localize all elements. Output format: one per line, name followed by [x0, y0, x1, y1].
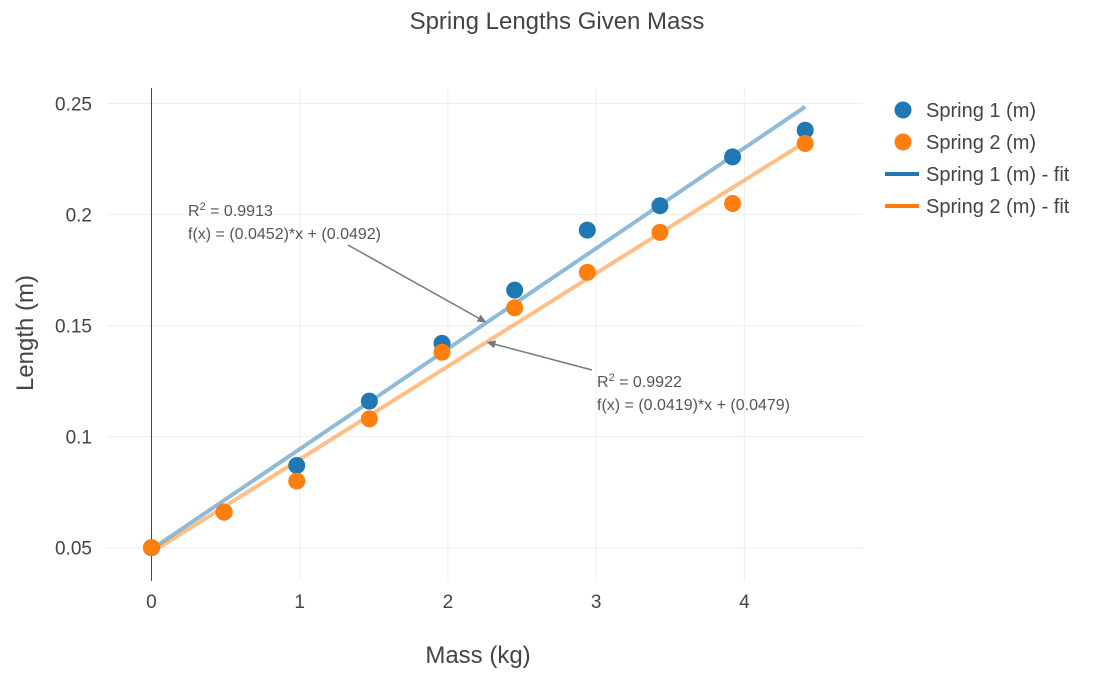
x-tick-label: 2: [443, 592, 454, 613]
legend-label: Spring 1 (m) - fit: [926, 164, 1070, 186]
x-tick-label: 1: [294, 592, 305, 613]
fit-line: [150, 140, 807, 555]
grid-layer: [107, 88, 863, 581]
data-point: [796, 121, 814, 139]
x-tick-label: 0: [146, 592, 157, 613]
y-axis-title: Length (m): [12, 275, 39, 391]
annotation-arrow-line: [347, 244, 479, 319]
y-tick-label: 0.1: [66, 428, 92, 449]
data-point: [215, 503, 233, 521]
data-point: [578, 221, 596, 239]
legend-marker: [894, 133, 912, 151]
annotation-arrow-line: [494, 343, 593, 371]
annotation-equation: f(x) = (0.0452)*x + (0.0492): [188, 226, 381, 243]
data-point: [651, 197, 669, 215]
chart-title: Spring Lengths Given Mass: [410, 8, 705, 35]
data-point: [651, 223, 669, 241]
legend: Spring 1 (m) Spring 2 (m) Spring 1 (m) - f…: [885, 100, 1070, 218]
data-point: [360, 410, 378, 428]
data-point: [796, 135, 814, 153]
annotation-r2: R2 = 0.9922: [597, 372, 682, 391]
fit-layer: [150, 105, 807, 555]
legend-label: Spring 1 (m): [926, 100, 1036, 122]
y-tick-label: 0.2: [66, 206, 92, 227]
y-tick-label: 0.25: [55, 95, 92, 116]
data-point: [360, 392, 378, 410]
data-point: [578, 263, 596, 281]
point-layer: [142, 121, 814, 557]
x-tick-label: 3: [591, 592, 602, 613]
annotation-arrowhead: [476, 314, 487, 323]
annotation-r2: R2 = 0.9913: [188, 201, 273, 220]
annotation-arrowhead: [486, 340, 497, 349]
data-point: [506, 299, 524, 317]
x-axis-title: Mass (kg): [425, 642, 530, 669]
data-point: [724, 194, 742, 212]
y-tick-label: 0.15: [55, 317, 92, 338]
annotation-layer: R2 = 0.9913 f(x) = (0.0452)*x + (0.0492) R…: [188, 201, 790, 414]
tick-layer: 0.05 0.1 0.15 0.2 0.25 0 1 2 3 4: [55, 95, 750, 613]
data-point: [433, 343, 451, 361]
data-point: [288, 457, 306, 475]
y-tick-label: 0.05: [55, 539, 92, 560]
data-point: [288, 472, 306, 490]
fit-line: [150, 105, 807, 552]
annotation-equation: f(x) = (0.0419)*x + (0.0479): [597, 397, 790, 414]
data-point: [724, 148, 742, 166]
legend-marker: [894, 101, 912, 119]
x-tick-label: 4: [739, 592, 750, 613]
data-point: [142, 539, 160, 557]
data-point: [506, 281, 524, 299]
legend-label: Spring 2 (m) - fit: [926, 196, 1070, 218]
legend-label: Spring 2 (m): [926, 132, 1036, 154]
